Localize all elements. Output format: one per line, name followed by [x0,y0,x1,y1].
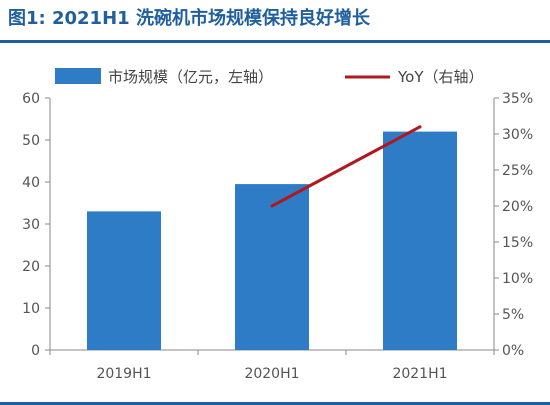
yoy-point [270,204,274,208]
yoy-point [418,125,422,129]
title-divider [0,40,550,43]
bar [87,211,161,350]
legend-line-label: YoY（右轴） [397,68,484,86]
left-tick-label: 40 [22,175,40,191]
legend-bar-label: 市场规模（亿元，左轴） [108,68,273,86]
left-tick-label: 20 [22,259,40,275]
right-tick-label: 5% [502,307,524,323]
left-tick-label: 60 [22,91,40,107]
tick-labels: 0 10 20 30 40 50 60 0% 5% 10% 15% 20% 25% 30% 35% 2019H… [22,91,533,382]
right-tick-label: 15% [502,235,533,251]
bottom-divider [0,402,550,405]
yoy-series-line [271,125,421,208]
x-tick-label: 2020H1 [244,366,299,382]
right-tick-label: 20% [502,199,533,215]
yoy-line [270,125,422,208]
left-tick-label: 0 [31,343,40,359]
right-tick-label: 0% [502,343,524,359]
legend: 市场规模（亿元，左轴） YoY（右轴） [55,68,484,86]
bar [383,131,457,350]
left-tick-label: 10 [22,301,40,317]
right-tick-label: 30% [502,127,533,143]
chart-title: 图1: 2021H1 洗碗机市场规模保持良好增长 [8,8,370,29]
x-tick-label: 2021H1 [392,366,447,382]
left-tick-label: 50 [22,133,40,149]
right-tick-label: 35% [502,91,533,107]
left-tick-label: 30 [22,217,40,233]
right-tick-label: 25% [502,163,533,179]
legend-bar-swatch [55,68,101,84]
bar [235,184,309,350]
bars [87,131,457,350]
right-tick-label: 10% [502,271,533,287]
x-tick-label: 2019H1 [96,366,151,382]
